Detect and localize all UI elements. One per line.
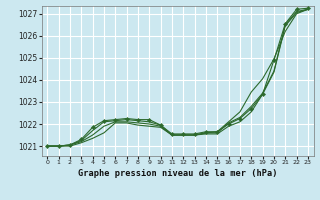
X-axis label: Graphe pression niveau de la mer (hPa): Graphe pression niveau de la mer (hPa) — [78, 169, 277, 178]
